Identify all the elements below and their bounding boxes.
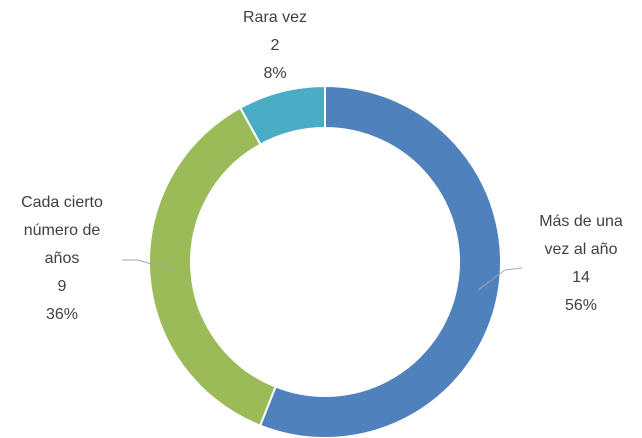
data-label: Cada cierto número de años 9 36% (2, 189, 122, 329)
percent-label: 36% (45, 306, 79, 323)
category-label: Más de una vez al año (539, 213, 623, 258)
leader-line (477, 269, 506, 291)
value-label: 2 (270, 37, 280, 54)
value-label: 14 (572, 269, 590, 286)
leader-line (504, 267, 523, 271)
category-label: Rara vez (242, 9, 308, 26)
leader-line (137, 259, 176, 272)
data-label: Rara vez 2 8% (225, 4, 325, 88)
category-label: Cada cierto número de años (21, 194, 103, 267)
percent-label: 8% (263, 65, 287, 82)
donut-segment (258, 84, 502, 438)
data-label: Más de una vez al año 14 56% (523, 208, 639, 320)
percent-label: 56% (564, 297, 598, 314)
donut-segment (148, 106, 277, 427)
value-label: 9 (57, 278, 67, 295)
